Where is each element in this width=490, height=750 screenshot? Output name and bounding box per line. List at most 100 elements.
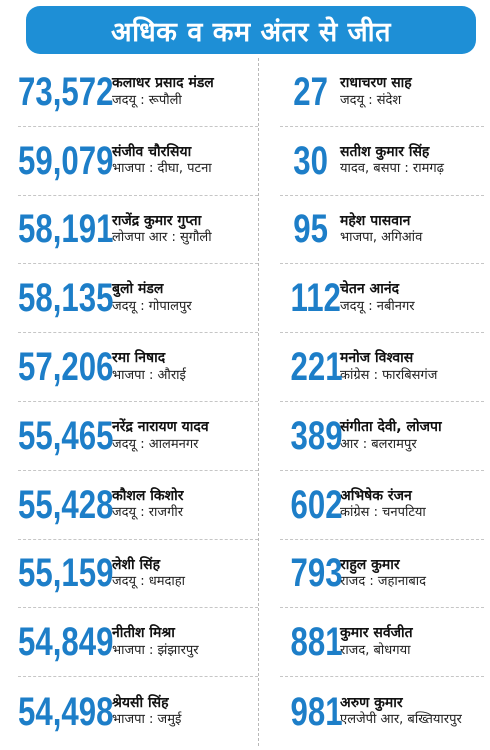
winner-info: मनोज विश्वास कांग्रेस : फारबिसगंज — [340, 350, 437, 384]
victory-margin: 27 — [293, 69, 328, 114]
candidate-name: चेतन आनंद — [340, 281, 400, 298]
winner-row: 389 संगीता देवी, लोजपा आर : बलरामपुर — [280, 402, 484, 471]
candidate-name: नरेंद्र नारायण यादव — [112, 419, 209, 435]
party-constituency: भाजपा : दीघा, पटना — [112, 161, 212, 177]
page-title: अधिक व कम अंतर से जीत — [26, 6, 476, 54]
winner-info: सतीश कुमार सिंह यादव, बसपा : रामगढ़ — [340, 144, 444, 178]
winner-info: संगीता देवी, लोजपा आर : बलरामपुर — [340, 419, 442, 453]
victory-margin: 112 — [290, 276, 341, 321]
victory-margin: 59,079 — [18, 138, 114, 183]
winner-row: 54,849 नीतीश मिश्रा भाजपा : झंझारपुर — [18, 608, 258, 678]
party-constituency: लोजपा आर : सुगौली — [112, 230, 212, 246]
winner-row: 30 सतीश कुमार सिंह यादव, बसपा : रामगढ़ — [280, 127, 484, 196]
party-constituency: कांग्रेस : फारबिसगंज — [340, 367, 438, 383]
candidate-name: मनोज विश्वास — [340, 350, 414, 367]
winner-info: श्रेयसी सिंह भाजपा : जमुई — [112, 695, 181, 729]
lowest-margin-column: 27 राधाचरण साह जदयू : संदेश 30 सतीश कुमार सि… — [280, 58, 484, 746]
winner-info: राहुल कुमार राजद : जहानाबाद — [340, 557, 426, 591]
winner-row: 112 चेतन आनंद जदयू : नबीनगर — [280, 264, 484, 334]
winner-row: 793 राहुल कुमार राजद : जहानाबाद — [280, 540, 484, 609]
winner-row: 981 अरुण कुमार एलजेपी आर, बख्तियारपुर — [280, 677, 484, 746]
winner-info: महेश पासवान भाजपा, अगिआंव — [340, 213, 422, 247]
candidate-name: अरुण कुमार — [340, 694, 403, 711]
winner-row: 27 राधाचरण साह जदयू : संदेश — [280, 58, 484, 127]
winner-info: राधाचरण साह जदयू : संदेश — [340, 75, 412, 109]
winner-row: 881 कुमार सर्वजीत राजद, बोधगया — [280, 608, 484, 678]
victory-margin: 58,191 — [18, 207, 114, 252]
winner-row: 58,135 बुलो मंडल जदयू : गोपालपुर — [18, 264, 258, 334]
winner-row: 602 अभिषेक रंजन कांग्रेस : चनपटिया — [280, 471, 484, 540]
highest-margin-column: 73,572 कलाधर प्रसाद मंडल जदयू : रूपौली 59,0… — [18, 58, 258, 746]
candidate-name: अभिषेक रंजन — [340, 487, 412, 504]
winner-info: कलाधर प्रसाद मंडल जदयू : रूपौली — [112, 75, 214, 109]
winner-row: 55,428 कौशल किशोर जदयू : राजगीर — [18, 471, 258, 540]
winner-row: 221 मनोज विश्वास कांग्रेस : फारबिसगंज — [280, 333, 484, 402]
party-constituency: जदयू : आलमनगर — [112, 436, 199, 452]
winner-info: कुमार सर्वजीत राजद, बोधगया — [340, 625, 413, 659]
victory-margin: 221 — [290, 345, 343, 390]
winner-info: लेशी सिंह जदयू : धमदाहा — [112, 557, 185, 591]
candidate-name: श्रेयसी सिंह — [112, 694, 169, 711]
party-constituency: जदयू : संदेश — [340, 92, 402, 108]
winner-row: 58,191 राजेंद्र कुमार गुप्ता लोजपा आर : सु… — [18, 196, 258, 265]
candidate-name: संगीता देवी, लोजपा — [340, 419, 442, 435]
winner-info: नीतीश मिश्रा भाजपा : झंझारपुर — [112, 625, 199, 659]
party-constituency: कांग्रेस : चनपटिया — [340, 505, 426, 521]
victory-margin: 793 — [290, 551, 343, 596]
winner-info: रमा निषाद भाजपा : औराई — [112, 350, 186, 384]
winner-row: 73,572 कलाधर प्रसाद मंडल जदयू : रूपौली — [18, 58, 258, 127]
winner-row: 57,206 रमा निषाद भाजपा : औराई — [18, 333, 258, 402]
winner-info: बुलो मंडल जदयू : गोपालपुर — [112, 281, 192, 315]
candidate-name: राधाचरण साह — [340, 75, 412, 92]
party-constituency: भाजपा, अगिआंव — [340, 230, 423, 246]
victory-margin: 73,572 — [18, 69, 114, 114]
winner-row: 95 महेश पासवान भाजपा, अगिआंव — [280, 196, 484, 265]
victory-margin: 57,206 — [18, 345, 114, 390]
candidate-name: राहुल कुमार — [340, 556, 400, 573]
party-constituency: जदयू : गोपालपुर — [112, 298, 192, 314]
victory-margin: 55,465 — [18, 413, 114, 458]
winner-info: चेतन आनंद जदयू : नबीनगर — [340, 281, 415, 315]
victory-margin: 602 — [290, 482, 343, 527]
candidate-name: महेश पासवान — [340, 212, 411, 229]
winner-info: कौशल किशोर जदयू : राजगीर — [112, 488, 184, 522]
victory-margin: 881 — [290, 620, 343, 665]
party-constituency: राजद : जहानाबाद — [340, 574, 427, 590]
winner-row: 55,465 नरेंद्र नारायण यादव जदयू : आलमनगर — [18, 402, 258, 471]
candidate-name: सतीश कुमार सिंह — [340, 143, 430, 160]
winner-row: 54,498 श्रेयसी सिंह भाजपा : जमुई — [18, 677, 258, 746]
victory-margin: 55,159 — [18, 551, 114, 596]
candidate-name: कुमार सर्वजीत — [340, 625, 413, 642]
winner-info: नरेंद्र नारायण यादव जदयू : आलमनगर — [112, 419, 209, 453]
party-constituency: एलजेपी आर, बख्तियारपुर — [340, 712, 462, 728]
party-constituency: भाजपा : झंझारपुर — [112, 642, 199, 658]
party-constituency: भाजपा : जमुई — [112, 712, 182, 728]
candidate-name: राजेंद्र कुमार गुप्ता — [112, 212, 202, 229]
winner-info: राजेंद्र कुमार गुप्ता लोजपा आर : सुगौली — [112, 213, 212, 247]
candidate-name: संजीव चौरसिया — [112, 143, 192, 160]
results-grid: 73,572 कलाधर प्रसाद मंडल जदयू : रूपौली 59,0… — [18, 58, 484, 746]
candidate-name: बुलो मंडल — [112, 281, 164, 298]
candidate-name: नीतीश मिश्रा — [112, 625, 175, 642]
winner-info: संजीव चौरसिया भाजपा : दीघा, पटना — [112, 144, 212, 178]
candidate-name: रमा निषाद — [112, 350, 166, 367]
victory-margin: 981 — [290, 689, 343, 734]
victory-margin: 95 — [293, 207, 328, 252]
party-constituency: जदयू : रूपौली — [112, 92, 182, 108]
party-constituency: आर : बलरामपुर — [340, 436, 417, 452]
victory-margin: 54,849 — [18, 620, 114, 665]
party-constituency: राजद, बोधगया — [340, 642, 411, 658]
party-constituency: जदयू : राजगीर — [112, 505, 184, 521]
party-constituency: जदयू : नबीनगर — [340, 298, 415, 314]
victory-margin: 55,428 — [18, 482, 114, 527]
candidate-name: कौशल किशोर — [112, 487, 184, 504]
winner-info: अभिषेक रंजन कांग्रेस : चनपटिया — [340, 488, 426, 522]
column-divider — [258, 58, 259, 746]
winner-row: 59,079 संजीव चौरसिया भाजपा : दीघा, पटना — [18, 127, 258, 196]
victory-margin: 30 — [293, 138, 328, 183]
party-constituency: भाजपा : औराई — [112, 367, 186, 383]
winner-info: अरुण कुमार एलजेपी आर, बख्तियारपुर — [340, 695, 462, 729]
candidate-name: लेशी सिंह — [112, 556, 161, 573]
victory-margin: 58,135 — [18, 276, 114, 321]
victory-margin: 389 — [290, 413, 343, 458]
